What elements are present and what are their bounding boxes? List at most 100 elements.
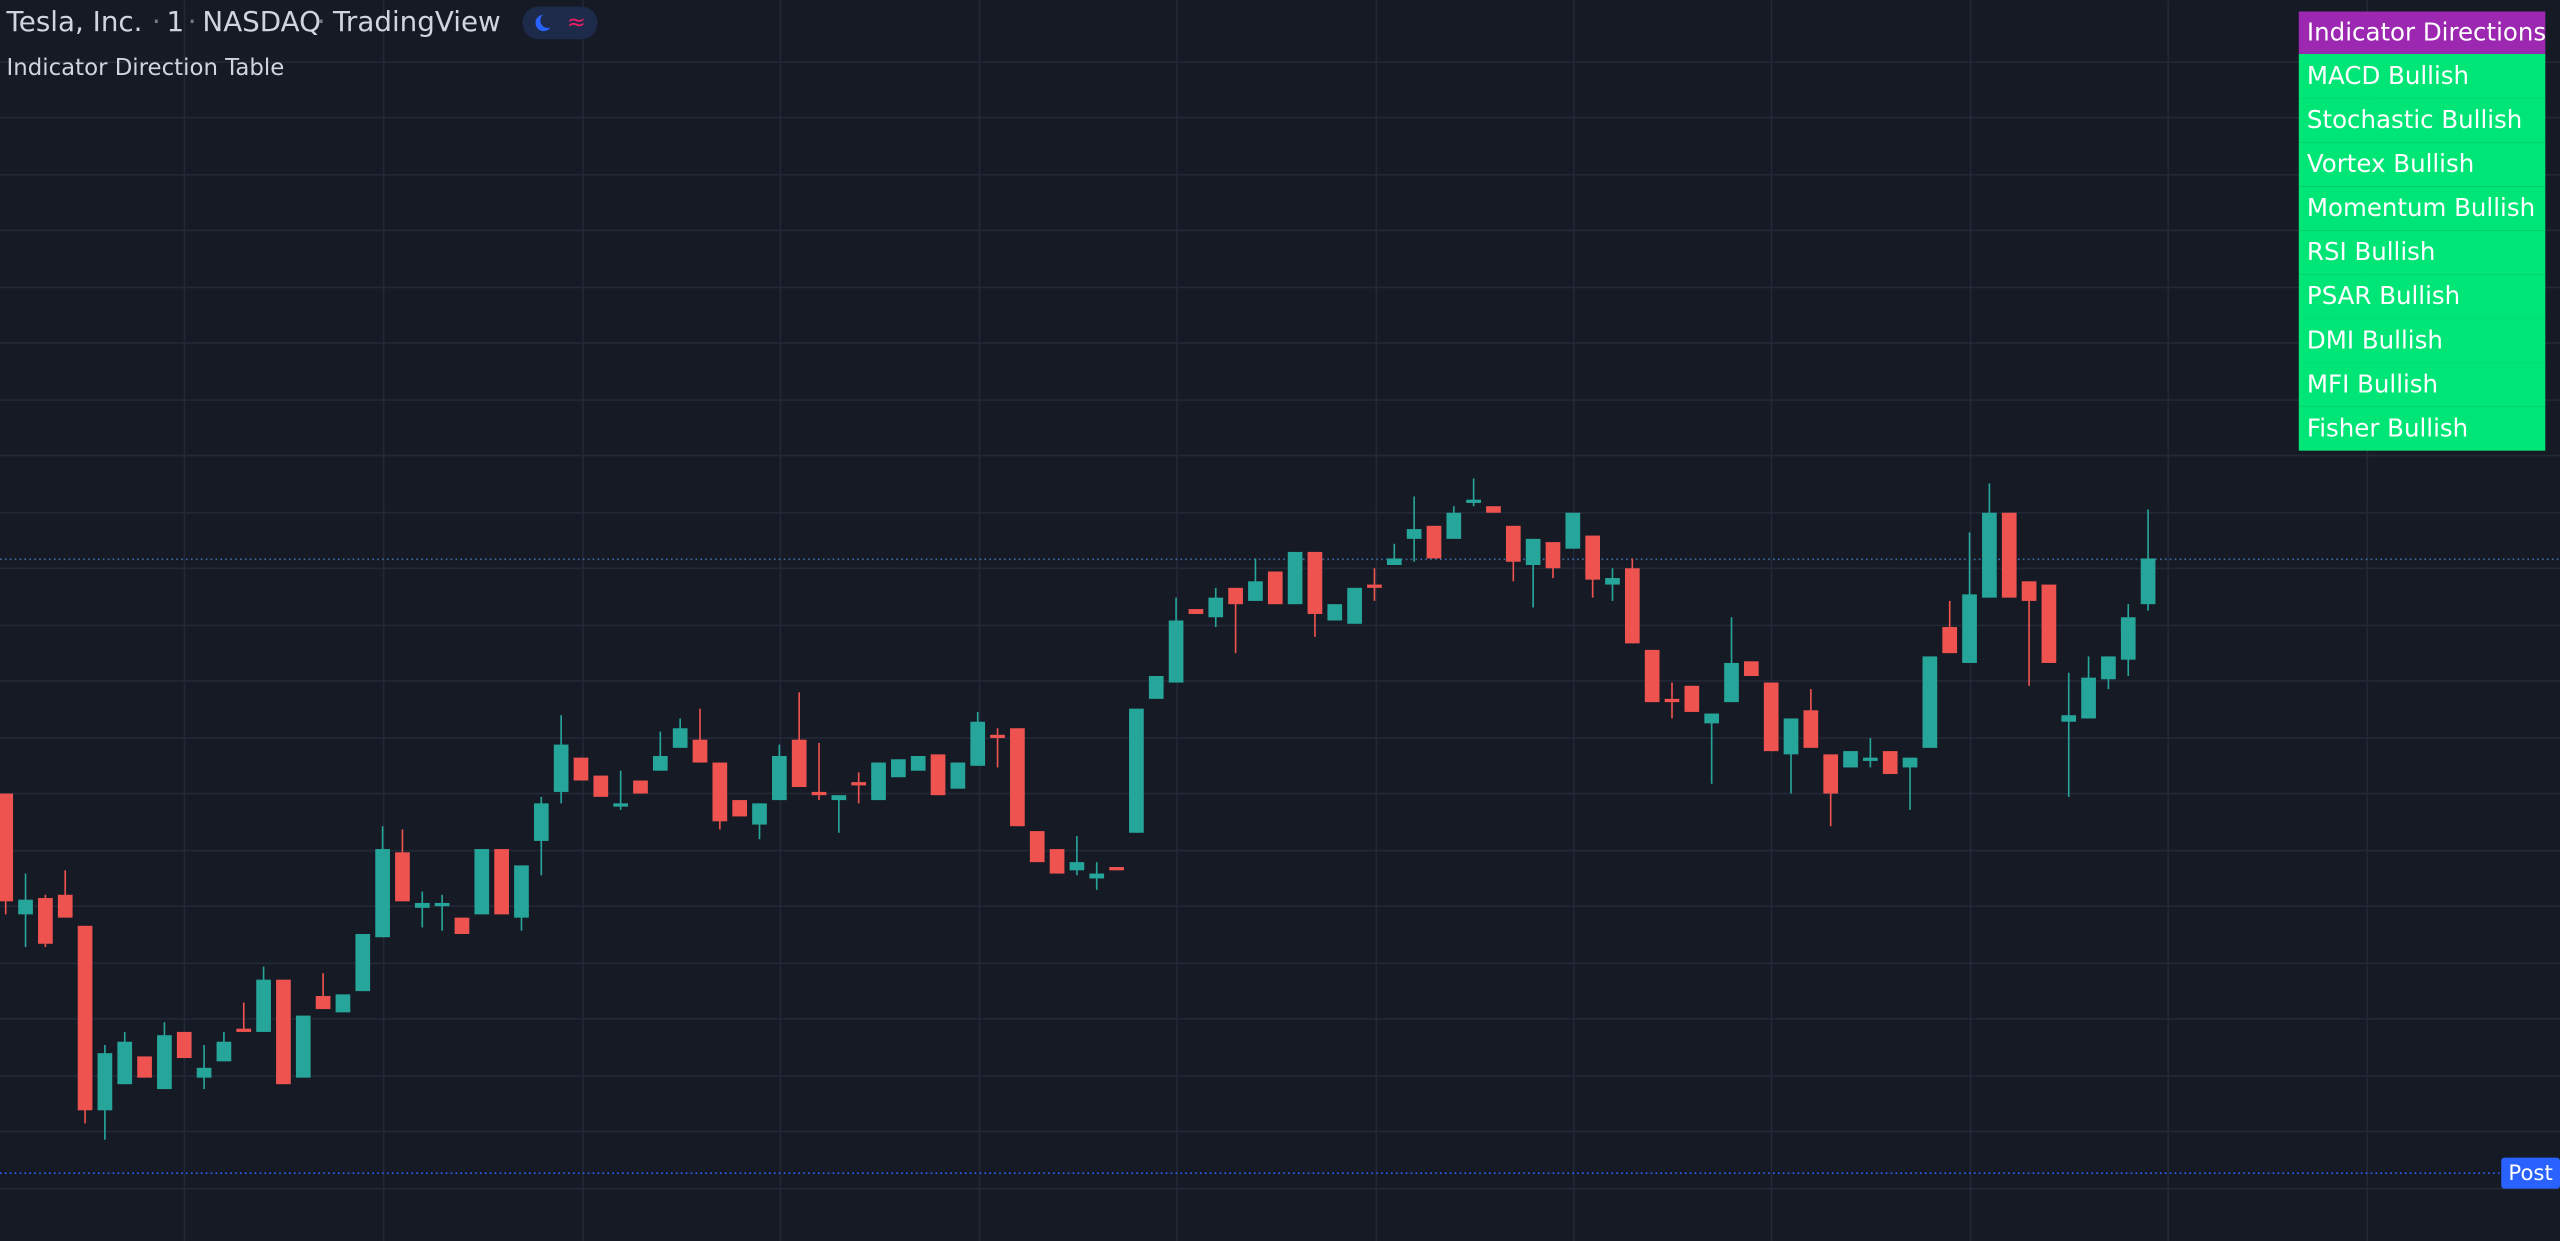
table-title: Indicator Directions (2307, 18, 2546, 47)
candle-body (1426, 525, 1442, 559)
candle-body (1525, 538, 1541, 565)
table-row: Stochastic Bullish (2307, 105, 2522, 134)
candle-body (1188, 609, 1204, 614)
table-row: DMI Bullish (2307, 325, 2443, 354)
candle-body (533, 803, 549, 841)
candle-body (652, 756, 668, 771)
candle-body (772, 756, 787, 801)
candle-body (553, 744, 569, 792)
candle-body (1763, 682, 1779, 752)
table-row: MACD Bullish (2307, 61, 2469, 90)
candle-body (2001, 512, 2017, 598)
candle-body (1565, 512, 1581, 549)
candle-body (434, 902, 450, 907)
candle-body (1267, 571, 1283, 605)
candle-body (1843, 751, 1858, 768)
candle-body (355, 933, 371, 992)
candle-body (236, 1028, 252, 1032)
candle-body (1882, 751, 1898, 774)
candle-body (2081, 677, 2096, 719)
symbol: Tesla, Inc. (6, 5, 143, 38)
candle-body (1585, 535, 1600, 580)
table-row: RSI Bullish (2307, 237, 2435, 266)
candle-body (57, 894, 73, 918)
candle-body (851, 782, 867, 786)
interval: 1 (167, 5, 185, 38)
candle-body (990, 734, 1005, 739)
candle-body (97, 1053, 113, 1111)
separator: · (317, 5, 326, 38)
candle-body (613, 803, 628, 807)
table-row-bg (2298, 406, 2546, 451)
candle-body (77, 925, 93, 1111)
candle-body (791, 739, 807, 788)
candle-body (593, 775, 609, 797)
table-row: Momentum Bullish (2307, 193, 2535, 222)
candle-body (1783, 718, 1799, 755)
candles (0, 478, 2156, 1140)
candle-body (1406, 529, 1422, 539)
candle-body (910, 756, 926, 771)
candle-body (1347, 587, 1362, 624)
table-row: Fisher Bullish (2307, 413, 2468, 442)
candle-body (1942, 627, 1958, 654)
candle-body (375, 849, 390, 938)
candle-body (1982, 512, 1997, 598)
candle-body (1624, 568, 1640, 644)
candle-body (1168, 620, 1184, 683)
candle-body (137, 1056, 152, 1078)
candle-body (1367, 584, 1382, 588)
candle-body (573, 757, 589, 781)
candle-body (2061, 715, 2077, 722)
candle-body (1248, 581, 1263, 601)
candle-body (1684, 685, 1700, 712)
candle-body (395, 852, 410, 902)
candle-body (1049, 849, 1065, 874)
candle-body (1129, 708, 1144, 833)
table-row-bg (2298, 98, 2546, 143)
candle-body (1962, 594, 1977, 663)
header: Tesla, Inc. · 1 · NASDAQ · TradingView ≈… (6, 5, 598, 81)
candle-body (950, 762, 966, 789)
table-row-bg (2298, 362, 2546, 407)
candle-body (891, 759, 906, 778)
candle-body (1545, 542, 1561, 569)
indicator-name: Indicator Direction Table (7, 55, 285, 81)
candle-body (216, 1041, 232, 1062)
candle-body (18, 899, 33, 915)
candle-body (871, 762, 886, 801)
separator: · (188, 5, 197, 38)
candle-body (256, 979, 271, 1032)
candle-body (157, 1035, 172, 1090)
candle-body (1010, 728, 1025, 827)
candle-body (1029, 831, 1045, 863)
candle-body (1803, 710, 1819, 748)
indicator-table: Indicator Directions MACD Bullish Stochas… (2298, 11, 2546, 451)
data-icon: ≈ (567, 9, 586, 35)
candle-body (1724, 662, 1739, 703)
table-row: PSAR Bullish (2307, 281, 2460, 310)
candle-body (1486, 506, 1501, 513)
separator: · (152, 5, 161, 38)
candle-body (811, 791, 827, 796)
candle-body (2140, 558, 2156, 605)
candle-body (117, 1041, 133, 1085)
table-row-bg (2298, 142, 2546, 187)
candle-body (414, 902, 430, 908)
candle-body (930, 754, 946, 796)
status-pill[interactable] (522, 6, 598, 40)
candle-body (1069, 862, 1085, 871)
candle-body (454, 917, 470, 934)
candle-body (1704, 713, 1720, 724)
candle-body (1605, 578, 1620, 585)
candle-body (295, 1015, 311, 1078)
candle-body (1208, 597, 1224, 618)
candle-body (494, 849, 509, 915)
candle-body (1228, 587, 1243, 605)
candle-body (38, 898, 53, 944)
candle-body (2120, 617, 2136, 660)
candle-body (176, 1031, 192, 1059)
candle-body (2041, 584, 2057, 663)
exchange: NASDAQ (202, 5, 321, 38)
